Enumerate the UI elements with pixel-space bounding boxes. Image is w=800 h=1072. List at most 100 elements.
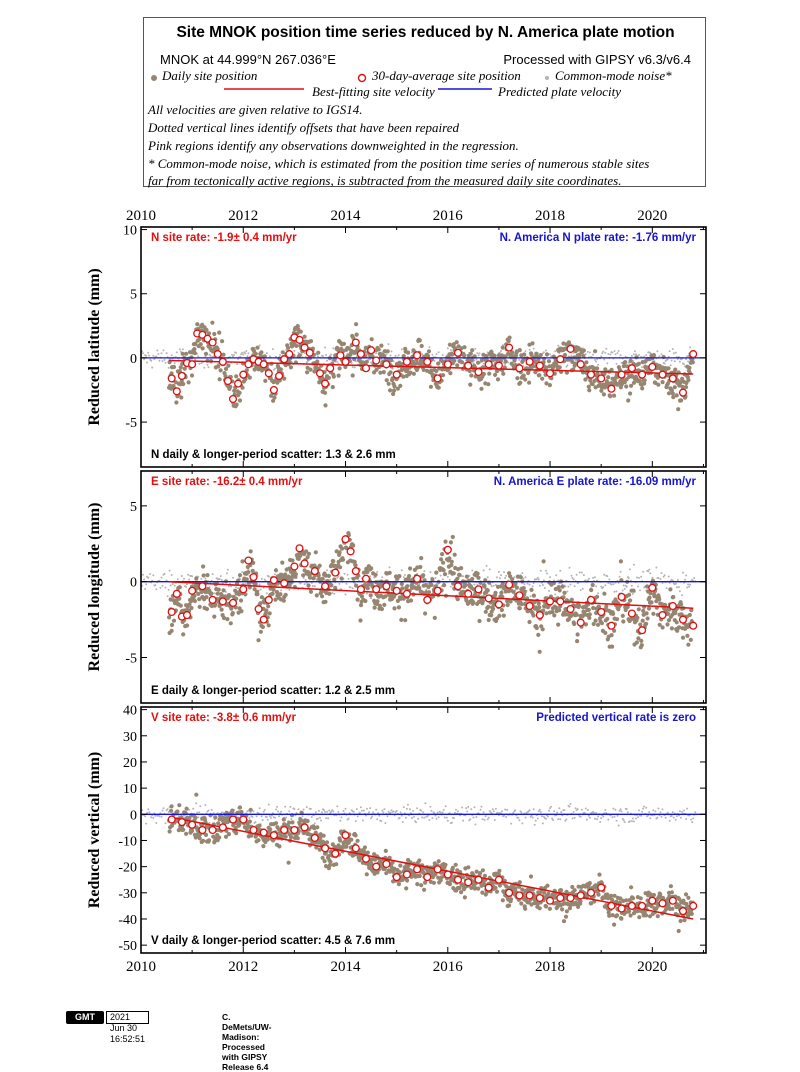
common-mode-point: [421, 353, 423, 355]
thirty-day-average-point: [475, 586, 482, 593]
daily-position-point: [455, 577, 459, 581]
daily-position-point: [210, 321, 214, 325]
common-mode-point: [246, 355, 248, 357]
thirty-day-average-point: [557, 598, 564, 605]
common-mode-point: [670, 364, 672, 366]
common-mode-point: [227, 569, 229, 571]
daily-position-point: [418, 565, 422, 569]
common-mode-point: [259, 807, 261, 809]
common-mode-point: [581, 572, 583, 574]
common-mode-point: [645, 807, 647, 809]
common-mode-point: [550, 806, 552, 808]
common-mode-point: [574, 817, 576, 819]
thirty-day-average-point: [536, 612, 543, 619]
common-mode-point: [604, 584, 606, 586]
thirty-day-average-point: [250, 574, 257, 581]
daily-position-point: [468, 383, 472, 387]
common-mode-point: [497, 812, 499, 814]
daily-position-point: [573, 362, 577, 366]
common-mode-point: [582, 588, 584, 590]
daily-position-point: [315, 593, 319, 597]
daily-position-point: [548, 907, 552, 911]
common-mode-point: [208, 366, 210, 368]
daily-position-point: [286, 346, 290, 350]
common-mode-point: [594, 576, 596, 578]
common-mode-point: [686, 355, 688, 357]
daily-position-point: [314, 550, 318, 554]
common-mode-point: [390, 355, 392, 357]
common-mode-point: [266, 352, 268, 354]
common-mode-point: [466, 811, 468, 813]
daily-position-point: [496, 377, 500, 381]
thirty-day-average-point: [414, 352, 421, 359]
common-mode-point: [574, 585, 576, 587]
common-mode-point: [293, 808, 295, 810]
common-mode-point: [221, 579, 223, 581]
common-mode-point: [681, 811, 683, 813]
common-mode-point: [537, 577, 539, 579]
daily-position-point: [606, 375, 610, 379]
thirty-day-average-point: [680, 389, 687, 396]
common-mode-point: [664, 363, 666, 365]
daily-position-point: [495, 890, 499, 894]
daily-position-point: [305, 370, 309, 374]
daily-position-point: [221, 588, 225, 592]
common-mode-point: [162, 585, 164, 587]
daily-position-point: [240, 559, 244, 563]
daily-position-point: [274, 568, 278, 572]
common-mode-point: [525, 817, 527, 819]
y-tick-label: -5: [125, 652, 137, 667]
common-mode-point: [220, 575, 222, 577]
common-mode-point: [483, 811, 485, 813]
common-mode-point: [157, 353, 159, 355]
daily-position-point: [423, 611, 427, 615]
common-mode-point: [449, 579, 451, 581]
common-mode-point: [636, 577, 638, 579]
common-mode-point: [152, 817, 154, 819]
common-mode-point: [573, 811, 575, 813]
daily-position-point: [641, 609, 645, 613]
common-mode-point: [652, 809, 654, 811]
daily-position-point: [198, 836, 202, 840]
common-mode-point: [649, 572, 651, 574]
daily-position-point: [256, 838, 260, 842]
daily-position-point: [423, 881, 427, 885]
daily-position-point: [389, 370, 393, 374]
common-mode-point: [672, 348, 674, 350]
daily-position-point: [686, 378, 690, 382]
thirty-day-average-point: [424, 597, 431, 604]
daily-position-point: [591, 583, 595, 587]
common-mode-point: [617, 815, 619, 817]
common-mode-point: [677, 579, 679, 581]
daily-position-point: [559, 888, 563, 892]
daily-position-point: [185, 807, 189, 811]
common-mode-point: [320, 820, 322, 822]
common-mode-point: [681, 594, 683, 596]
common-mode-point: [687, 360, 689, 362]
thirty-day-average-point: [219, 358, 226, 365]
common-mode-point: [565, 818, 567, 820]
common-mode-point: [144, 588, 146, 590]
daily-position-point: [589, 588, 593, 592]
common-mode-point: [524, 583, 526, 585]
thirty-day-average-point: [618, 594, 625, 601]
daily-position-point: [497, 614, 501, 618]
daily-position-point: [679, 602, 683, 606]
common-mode-point: [165, 587, 167, 589]
daily-position-point: [481, 599, 485, 603]
common-mode-point: [661, 572, 663, 574]
common-mode-point: [626, 586, 628, 588]
daily-position-point: [178, 585, 182, 589]
daily-position-point: [287, 861, 291, 865]
daily-position-point: [661, 380, 665, 384]
daily-position-point: [600, 621, 604, 625]
common-mode-point: [597, 592, 599, 594]
common-mode-point: [585, 808, 587, 810]
thirty-day-average-point: [649, 584, 656, 591]
daily-position-point: [338, 838, 342, 842]
thirty-day-average-point: [526, 603, 533, 610]
daily-position-point: [325, 840, 329, 844]
common-mode-point: [207, 364, 209, 366]
thirty-day-average-point: [245, 557, 252, 564]
site-rate-label: E site rate: -16.2± 0.4 mm/yr: [151, 476, 303, 488]
